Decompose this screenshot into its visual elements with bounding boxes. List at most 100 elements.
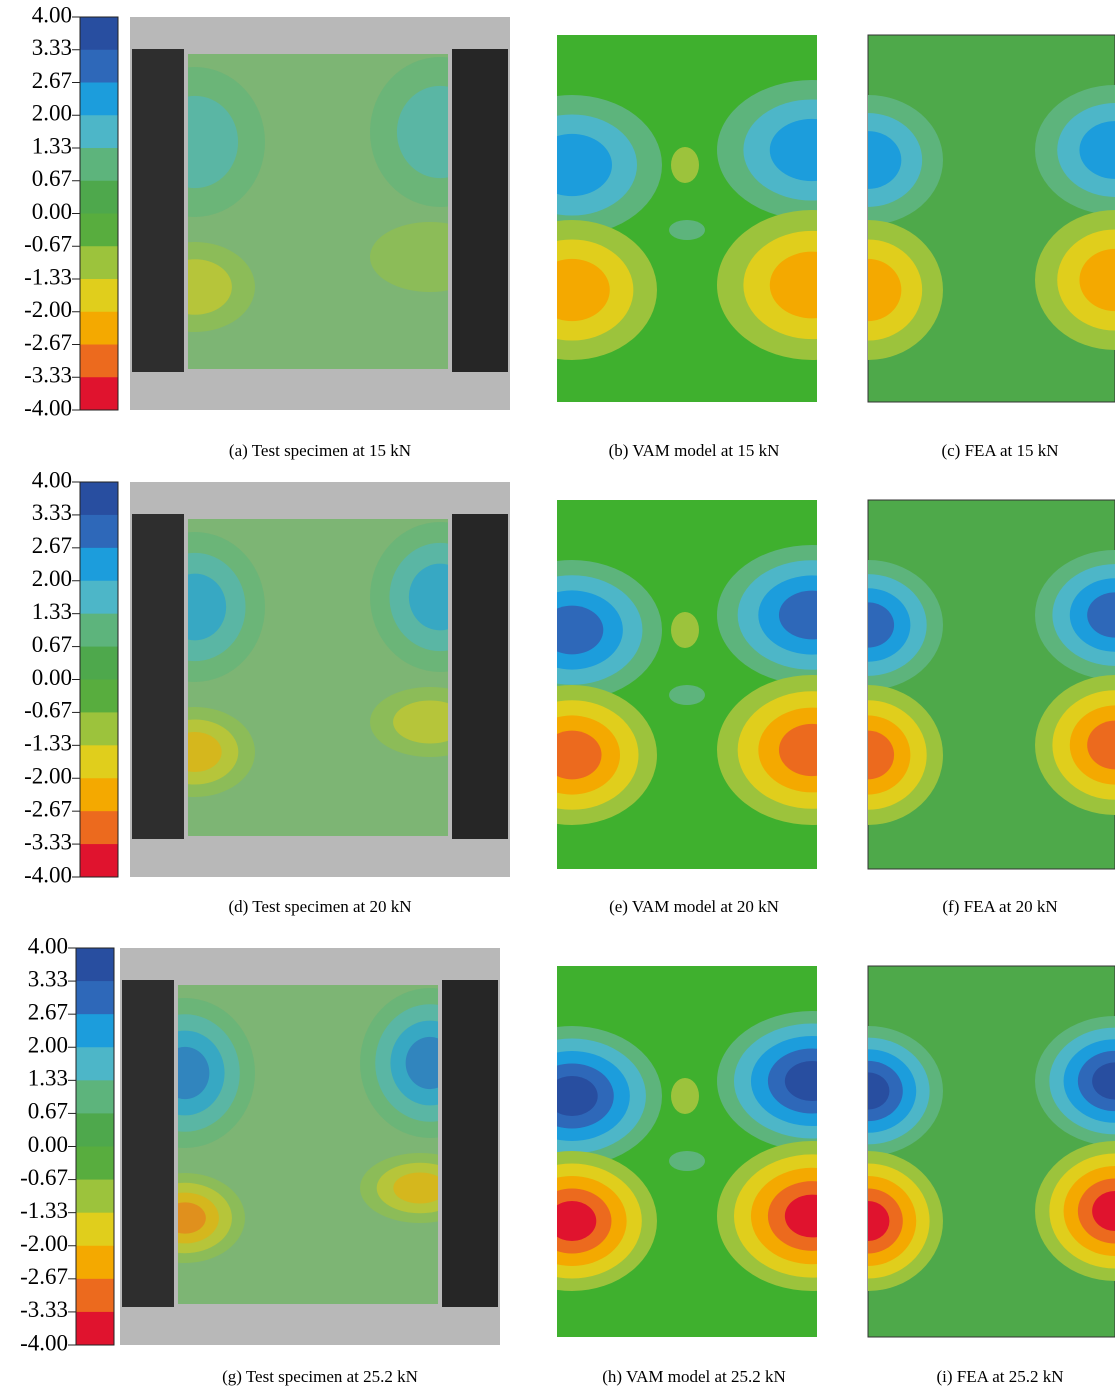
colorbar-band — [80, 482, 118, 516]
contour-region — [669, 1151, 705, 1171]
contour-region — [178, 1046, 210, 1100]
photo-dark-right — [452, 49, 508, 372]
colorbar-label: -2.00 — [24, 764, 72, 789]
contour-region — [188, 95, 239, 189]
contour-region — [405, 1036, 438, 1090]
colorbar-label: 2.67 — [32, 68, 72, 93]
colorbar-band — [80, 514, 118, 549]
colorbar-band — [80, 377, 118, 411]
caption: (e) VAM model at 20 kN — [609, 897, 779, 916]
colorbar-band — [76, 981, 114, 1015]
contour-region — [1092, 1062, 1115, 1100]
colorbar-label: -4.00 — [24, 862, 72, 887]
colorbar-band — [80, 213, 118, 247]
contour-region — [370, 222, 448, 292]
contour-region — [396, 85, 448, 179]
contour-region — [671, 1078, 699, 1114]
caption: (c) FEA at 15 kN — [941, 441, 1058, 460]
colorbar-label: 2.67 — [32, 533, 72, 558]
colorbar-band — [80, 745, 118, 779]
colorbar-band — [80, 148, 118, 182]
contour-region — [557, 1201, 597, 1241]
contour-region — [784, 1061, 817, 1101]
colorbar-label: 4.00 — [32, 467, 72, 492]
colorbar-band — [80, 279, 118, 313]
colorbar-label: 2.00 — [32, 101, 72, 126]
contour-region — [188, 732, 222, 772]
contour-region — [778, 590, 817, 640]
colorbar-band — [80, 811, 118, 845]
colorbar-band — [80, 844, 118, 878]
colorbar-label: -0.67 — [24, 698, 72, 723]
colorbar-band — [76, 1311, 114, 1346]
colorbar-label: -2.00 — [24, 297, 72, 322]
colorbar-label: -3.33 — [24, 363, 72, 388]
contour-region — [669, 685, 705, 705]
colorbar-label: 0.00 — [28, 1132, 68, 1157]
colorbar-label: -1.33 — [24, 731, 72, 756]
caption: (f) FEA at 20 kN — [942, 897, 1057, 916]
contour-region — [784, 1194, 817, 1238]
contour-region — [868, 131, 902, 189]
contour-region — [557, 258, 610, 322]
contour-region — [557, 133, 612, 197]
colorbar-label: 0.67 — [32, 632, 72, 657]
contour-region — [1092, 1191, 1115, 1231]
fea-contours — [868, 1016, 1115, 1291]
colorbar-label: 0.00 — [32, 199, 72, 224]
colorbar-band — [80, 547, 118, 582]
photo-contours — [188, 57, 448, 332]
vam-contours — [557, 545, 817, 825]
photo-dark-left — [122, 980, 174, 1307]
contour-region — [1079, 248, 1115, 312]
colorbar-label: -4.00 — [24, 395, 72, 420]
colorbar-band — [80, 778, 118, 812]
colorbar-label: 0.67 — [28, 1099, 68, 1124]
contour-region — [557, 605, 604, 655]
contour-region — [868, 258, 902, 322]
colorbar-label: -2.67 — [20, 1264, 68, 1289]
photo-contours — [178, 988, 438, 1263]
colorbar-label: 2.67 — [28, 999, 68, 1024]
caption: (b) VAM model at 15 kN — [609, 441, 780, 460]
contour-region — [188, 259, 232, 315]
colorbar-band — [76, 1245, 114, 1280]
fea-contours — [868, 85, 1115, 360]
colorbar-label: 1.33 — [32, 599, 72, 624]
colorbar-label: -2.67 — [24, 796, 72, 821]
colorbar-band — [80, 613, 118, 648]
colorbar-band — [80, 82, 118, 116]
fea-contours — [868, 550, 1115, 825]
colorbar-label: 1.33 — [32, 133, 72, 158]
photo-contours — [188, 522, 448, 797]
caption: (d) Test specimen at 20 kN — [228, 897, 411, 916]
colorbar-band — [76, 1080, 114, 1114]
contour-region — [669, 220, 705, 240]
contour-region — [778, 723, 817, 777]
colorbar-label: 2.00 — [32, 566, 72, 591]
colorbar-band — [80, 49, 118, 83]
contour-region — [769, 118, 817, 182]
vam-contours — [557, 80, 817, 360]
colorbar-label: -3.33 — [24, 829, 72, 854]
colorbar-band — [80, 679, 118, 713]
colorbar-band — [76, 1113, 114, 1147]
vam-contours — [557, 1011, 817, 1291]
colorbar-label: 2.00 — [28, 1033, 68, 1058]
colorbar-band — [80, 646, 118, 680]
colorbar-band — [80, 115, 118, 149]
contour-region — [868, 1072, 890, 1110]
colorbar-band — [80, 246, 118, 280]
colorbar-band — [80, 580, 118, 615]
photo-dark-left — [132, 514, 184, 839]
colorbar-label: 0.67 — [32, 166, 72, 191]
contour-region — [1087, 592, 1115, 638]
contour-region — [557, 730, 602, 780]
contour-region — [178, 1202, 206, 1234]
colorbar-label: 3.33 — [28, 966, 68, 991]
photo-dark-right — [452, 514, 508, 839]
colorbar-label: -0.67 — [20, 1165, 68, 1190]
colorbar-label: 4.00 — [32, 2, 72, 27]
contour-region — [393, 700, 448, 744]
